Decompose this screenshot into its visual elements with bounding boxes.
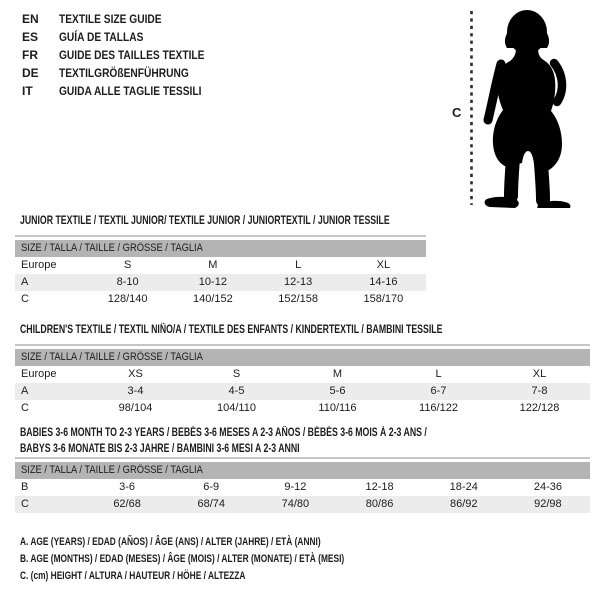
size-cell: 8-10 bbox=[116, 276, 139, 288]
legend-line-a-text: A. AGE (YEARS) / EDAD (AÑOS) / ÂGE (ANS)… bbox=[20, 536, 321, 548]
junior-table-title: JUNIOR TEXTILE / TEXTIL JUNIOR/ TEXTILE … bbox=[20, 213, 506, 229]
row-label-cell: Europe bbox=[21, 259, 57, 271]
size-cell: 24-36 bbox=[533, 481, 562, 493]
size-cell: 104/110 bbox=[217, 402, 256, 414]
junior-table-title-text: JUNIOR TEXTILE / TEXTIL JUNIOR/ TEXTILE … bbox=[20, 215, 390, 227]
size-cell: 122/128 bbox=[519, 402, 560, 414]
table-header: SIZE / TALLA / TAILLE / GRÖSSE / TAGLIA bbox=[15, 240, 426, 257]
legend-line-b: B. AGE (MONTHS) / EDAD (MESES) / ÂGE (MO… bbox=[20, 551, 447, 568]
language-label: GUIDE DES TAILLES TEXTILE bbox=[59, 48, 205, 62]
table-header-text: SIZE / TALLA / TAILLE / GRÖSSE / TAGLIA bbox=[21, 464, 203, 476]
language-row-en: EN TEXTILE SIZE GUIDE bbox=[22, 10, 230, 28]
table-header: SIZE / TALLA / TAILLE / GRÖSSE / TAGLIA bbox=[15, 462, 590, 479]
children-table-title: CHILDREN'S TEXTILE / TEXTIL NIÑO/A / TEX… bbox=[20, 322, 576, 338]
table-row-height: C 98/104 104/110 110/116 116/122 122/128 bbox=[15, 400, 590, 417]
table-header: SIZE / TALLA / TAILLE / GRÖSSE / TAGLIA bbox=[15, 349, 590, 366]
size-cell: 68/74 bbox=[197, 498, 225, 510]
size-cell: 140/152 bbox=[192, 293, 233, 305]
babies-table-title-line1: BABIES 3-6 MONTH TO 2-3 YEARS / BEBÉS 3-… bbox=[20, 427, 427, 439]
size-cell: S bbox=[232, 368, 241, 380]
legend-line-a: A. AGE (YEARS) / EDAD (AÑOS) / ÂGE (ANS)… bbox=[20, 534, 447, 551]
table-row-europe: Europe XS S M L XL bbox=[15, 366, 590, 383]
language-label: TEXTILE SIZE GUIDE bbox=[59, 12, 162, 26]
row-label-cell: Europe bbox=[21, 368, 57, 380]
table-row-height: C 128/140 140/152 152/158 158/170 bbox=[15, 291, 426, 308]
language-code: DE bbox=[22, 66, 39, 80]
size-table-babies: SIZE / TALLA / TAILLE / GRÖSSE / TAGLIA … bbox=[15, 457, 590, 513]
size-cell: 6-7 bbox=[430, 385, 447, 397]
height-dashed-line bbox=[470, 11, 473, 205]
size-cell: 10-12 bbox=[198, 276, 227, 288]
babies-table-title-line2: BABYS 3-6 MONATE BIS 2-3 JAHRE / BAMBINI… bbox=[20, 443, 300, 455]
size-cell: 6-9 bbox=[203, 481, 220, 493]
table-row-age-months: B 3-6 6-9 9-12 12-18 18-24 24-36 bbox=[15, 479, 590, 496]
size-cell: 12-13 bbox=[284, 276, 313, 288]
language-label: GUÍA DE TALLAS bbox=[59, 30, 144, 44]
language-list: EN TEXTILE SIZE GUIDE ES GUÍA DE TALLAS … bbox=[22, 10, 230, 100]
size-cell: 9-12 bbox=[284, 481, 307, 493]
language-code: ES bbox=[22, 30, 39, 44]
language-label: TEXTILGRÖßENFÜHRUNG bbox=[59, 66, 189, 80]
legend-line-b-text: B. AGE (MONTHS) / EDAD (MESES) / ÂGE (MO… bbox=[20, 553, 345, 565]
size-cell: L bbox=[435, 368, 442, 380]
table-row-europe: Europe S M L XL bbox=[15, 257, 426, 274]
row-label-cell: C bbox=[21, 498, 29, 510]
size-cell: 18-24 bbox=[449, 481, 478, 493]
size-cell: 12-18 bbox=[365, 481, 394, 493]
row-label-cell: B bbox=[21, 481, 29, 493]
language-code: FR bbox=[22, 48, 38, 62]
size-cell: XL bbox=[376, 259, 391, 271]
table-header-text: SIZE / TALLA / TAILLE / GRÖSSE / TAGLIA bbox=[21, 242, 203, 254]
children-table-title-text: CHILDREN'S TEXTILE / TEXTIL NIÑO/A / TEX… bbox=[20, 324, 443, 336]
size-cell: 152/158 bbox=[278, 293, 318, 305]
size-cell: 4-5 bbox=[228, 385, 245, 397]
language-row-fr: FR GUIDE DES TAILLES TEXTILE bbox=[22, 46, 230, 64]
size-cell: 5-6 bbox=[329, 385, 346, 397]
size-cell: 7-8 bbox=[531, 385, 548, 397]
size-cell: 80/86 bbox=[365, 498, 394, 510]
size-cell: 98/104 bbox=[118, 402, 153, 414]
row-label-cell: A bbox=[21, 276, 29, 288]
language-row-es: ES GUÍA DE TALLAS bbox=[22, 28, 230, 46]
legend-line-c: C. (cm) HEIGHT / ALTURA / HAUTEUR / HÖHE… bbox=[20, 568, 447, 585]
size-cell: S bbox=[123, 259, 132, 271]
size-cell: XS bbox=[128, 368, 143, 380]
table-header-text: SIZE / TALLA / TAILLE / GRÖSSE / TAGLIA bbox=[21, 351, 203, 363]
table-row-height: C 62/68 68/74 74/80 80/86 86/92 92/98 bbox=[15, 496, 590, 513]
language-label: GUIDA ALLE TAGLIE TESSILI bbox=[59, 84, 202, 98]
size-cell: 116/122 bbox=[419, 402, 458, 414]
size-cell: M bbox=[332, 368, 343, 380]
row-label-cell: C bbox=[21, 402, 29, 414]
language-row-de: DE TEXTILGRÖßENFÜHRUNG bbox=[22, 64, 230, 82]
size-table-children: SIZE / TALLA / TAILLE / GRÖSSE / TAGLIA … bbox=[15, 344, 590, 417]
size-cell: 158/170 bbox=[363, 293, 404, 305]
size-cell: 14-16 bbox=[369, 276, 398, 288]
size-cell: 92/98 bbox=[534, 498, 562, 510]
language-row-it: IT GUIDA ALLE TAGLIE TESSILI bbox=[22, 82, 230, 100]
row-label-cell: C bbox=[21, 293, 29, 305]
row-label-cell: A bbox=[21, 385, 29, 397]
babies-table-title: BABIES 3-6 MONTH TO 2-3 YEARS / BEBÉS 3-… bbox=[20, 425, 555, 457]
legend-line-c-text: C. (cm) HEIGHT / ALTURA / HAUTEUR / HÖHE… bbox=[20, 570, 246, 582]
size-cell: 86/92 bbox=[449, 498, 478, 510]
language-code: EN bbox=[22, 12, 39, 26]
baby-silhouette-icon bbox=[483, 10, 571, 208]
size-cell: M bbox=[208, 259, 218, 271]
size-cell: 110/116 bbox=[318, 402, 357, 414]
size-table-junior: SIZE / TALLA / TAILLE / GRÖSSE / TAGLIA … bbox=[15, 235, 426, 308]
size-cell: 3-6 bbox=[119, 481, 136, 493]
table-row-age: A 3-4 4-5 5-6 6-7 7-8 bbox=[15, 383, 590, 400]
table-row-age: A 8-10 10-12 12-13 14-16 bbox=[15, 274, 426, 291]
size-cell: 74/80 bbox=[281, 498, 310, 510]
size-cell: XL bbox=[532, 368, 547, 380]
size-cell: L bbox=[295, 259, 302, 271]
size-cell: 128/140 bbox=[107, 293, 148, 305]
language-code: IT bbox=[22, 84, 33, 98]
size-cell: 62/68 bbox=[113, 498, 141, 510]
size-cell: 3-4 bbox=[127, 385, 144, 397]
figure-measure-label: C bbox=[452, 105, 462, 120]
measure-legend: A. AGE (YEARS) / EDAD (AÑOS) / ÂGE (ANS)… bbox=[20, 534, 447, 585]
